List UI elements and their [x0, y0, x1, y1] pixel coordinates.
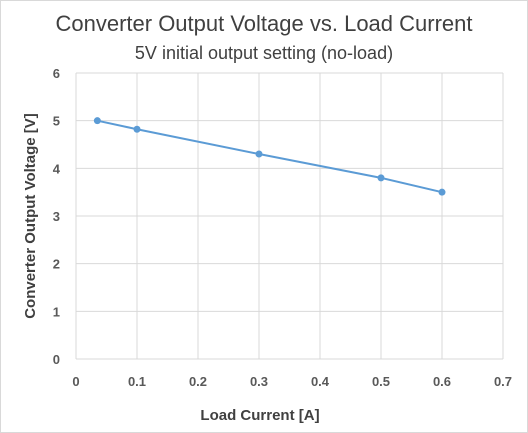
y-axis-title: Converter Output Voltage [V]: [22, 113, 39, 319]
x-tick-label: 0: [72, 374, 79, 389]
x-tick-label: 0.2: [189, 374, 207, 389]
data-point: [255, 150, 263, 158]
y-tick-label: 6: [53, 66, 60, 81]
series-line: [97, 119, 443, 194]
x-tick-label: 0.7: [494, 374, 512, 389]
x-tick-label: 0.5: [372, 374, 390, 389]
x-axis-title: Load Current [A]: [200, 407, 319, 424]
y-tick-label: 4: [53, 161, 61, 176]
y-tick-label: 5: [53, 114, 60, 129]
chart-title: Converter Output Voltage vs. Load Curren…: [55, 11, 473, 36]
data-point: [93, 117, 101, 125]
data-point: [438, 188, 446, 196]
x-tick-label: 0.1: [128, 374, 146, 389]
x-tick-label: 0.6: [433, 374, 451, 389]
y-tick-label: 0: [53, 352, 60, 367]
data-point: [377, 174, 385, 182]
y-tick-label: 1: [53, 304, 60, 319]
data-point: [133, 125, 141, 133]
chart-subtitle: 5V initial output setting (no-load): [134, 43, 394, 63]
x-tick-label: 0.4: [311, 374, 330, 389]
y-tick-label: 2: [53, 257, 60, 272]
x-tick-label: 0.3: [250, 374, 268, 389]
y-tick-label: 3: [53, 209, 60, 224]
